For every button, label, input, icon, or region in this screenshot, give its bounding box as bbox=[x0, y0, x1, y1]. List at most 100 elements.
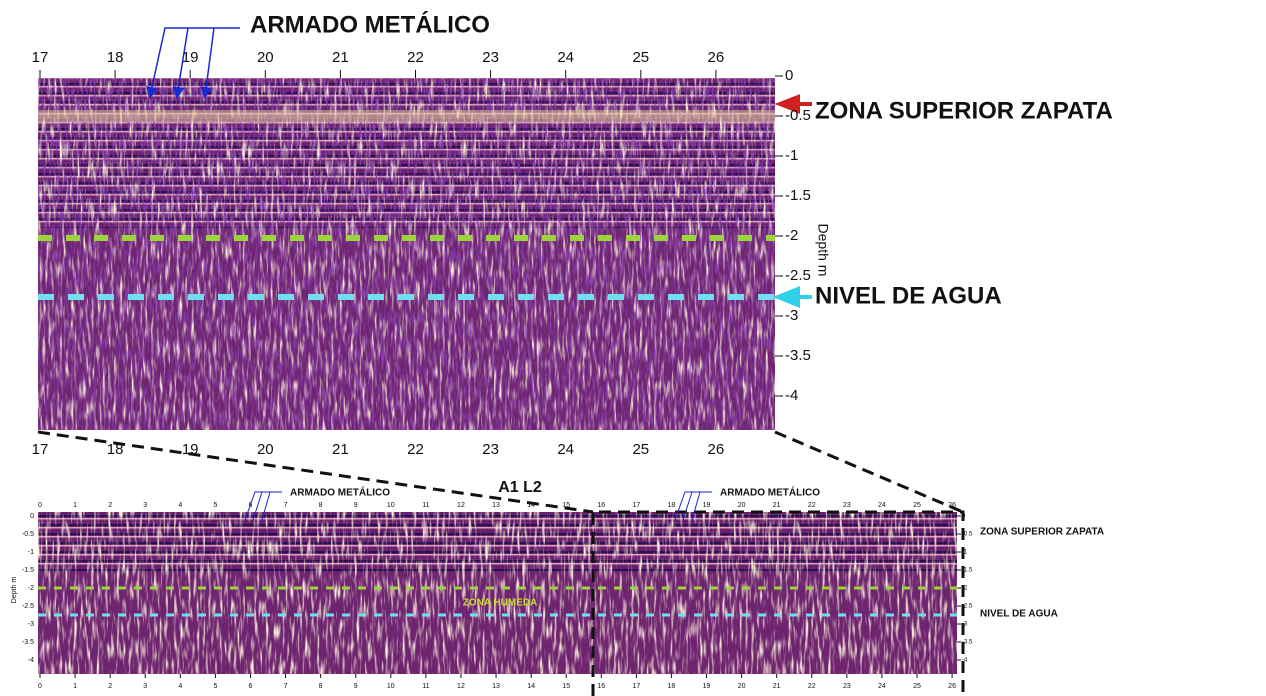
annotation: ARMADO METÁLICO bbox=[290, 486, 390, 499]
axis-label: Depth m bbox=[815, 224, 831, 277]
x-tick-label: 7 bbox=[284, 683, 288, 690]
x-tick-label: 26 bbox=[708, 441, 725, 458]
x-tick-label: 23 bbox=[843, 683, 851, 690]
x-tick-label: 3 bbox=[143, 683, 147, 690]
y-tick-label: -0.5 bbox=[785, 107, 811, 124]
y-tick-label: -2.5 bbox=[22, 603, 34, 610]
y-tick-label: -1.5 bbox=[22, 567, 34, 574]
y-tick-label: 0 bbox=[785, 67, 793, 84]
axis-label: Depth m bbox=[11, 577, 18, 604]
x-tick-label: 26 bbox=[948, 502, 956, 509]
y-tick-label: -3 bbox=[28, 621, 34, 628]
x-tick-label: 26 bbox=[948, 683, 956, 690]
x-tick-label: 18 bbox=[668, 502, 676, 509]
x-tick-label: 14 bbox=[527, 683, 535, 690]
annotation: NIVEL DE AGUA bbox=[815, 282, 1002, 309]
red-arrow bbox=[774, 94, 812, 114]
x-tick-label: 9 bbox=[354, 502, 358, 509]
y-tick-label: -0.5 bbox=[22, 531, 34, 538]
x-tick-label: 21 bbox=[773, 683, 781, 690]
y-tick-label: -2 bbox=[962, 586, 968, 592]
x-tick-label: 21 bbox=[332, 441, 349, 458]
x-tick-label: 16 bbox=[597, 502, 605, 509]
x-tick-label: 2 bbox=[108, 502, 112, 509]
y-tick-label: -1.5 bbox=[962, 568, 973, 574]
y-tick-label: -1.5 bbox=[785, 187, 811, 204]
y-tick-label: -4 bbox=[28, 657, 34, 664]
x-tick-label: 19 bbox=[182, 441, 199, 458]
y-tick-label: -3 bbox=[962, 622, 968, 628]
x-tick-label: 24 bbox=[557, 49, 574, 66]
bottom-radargram bbox=[38, 512, 957, 674]
x-tick-label: 26 bbox=[708, 49, 725, 66]
x-tick-label: 4 bbox=[178, 502, 182, 509]
x-tick-label: 20 bbox=[738, 502, 746, 509]
y-tick-label: -1 bbox=[785, 147, 798, 164]
x-tick-label: 14 bbox=[527, 502, 535, 509]
x-tick-label: 12 bbox=[457, 502, 465, 509]
y-tick-label: -3.5 bbox=[22, 639, 34, 646]
x-tick-label: 11 bbox=[422, 683, 429, 690]
x-tick-label: 19 bbox=[703, 502, 711, 509]
x-tick-label: 10 bbox=[387, 502, 395, 509]
x-tick-label: 17 bbox=[32, 441, 49, 458]
x-tick-label: 24 bbox=[557, 441, 574, 458]
annotation: NIVEL DE AGUA bbox=[980, 609, 1058, 620]
x-tick-label: 20 bbox=[257, 49, 274, 66]
annotation: ZONA HUMEDA bbox=[463, 598, 538, 609]
x-tick-label: 22 bbox=[407, 49, 424, 66]
x-tick-label: 16 bbox=[597, 683, 605, 690]
x-tick-label: 17 bbox=[632, 502, 640, 509]
x-tick-label: 12 bbox=[457, 683, 465, 690]
y-tick-label: -4 bbox=[962, 658, 968, 664]
x-tick-label: 20 bbox=[257, 441, 274, 458]
x-tick-label: 22 bbox=[808, 502, 816, 509]
x-tick-label: 11 bbox=[422, 502, 429, 509]
x-tick-label: 6 bbox=[249, 502, 253, 509]
title: A1 L2 bbox=[498, 479, 542, 496]
x-tick-label: 0 bbox=[38, 502, 42, 509]
annotation: ZONA SUPERIOR ZAPATA bbox=[815, 97, 1113, 124]
x-tick-label: 18 bbox=[668, 683, 676, 690]
x-tick-label: 15 bbox=[562, 683, 570, 690]
y-tick-label: -3.5 bbox=[785, 347, 811, 364]
x-tick-label: 23 bbox=[482, 441, 499, 458]
x-tick-label: 23 bbox=[482, 49, 499, 66]
x-tick-label: 6 bbox=[249, 683, 253, 690]
x-tick-label: 21 bbox=[773, 502, 781, 509]
x-tick-label: 17 bbox=[32, 49, 49, 66]
y-tick-label: -2 bbox=[28, 585, 34, 592]
y-tick-label: -3 bbox=[785, 307, 798, 324]
x-tick-label: 22 bbox=[808, 683, 816, 690]
x-tick-label: 10 bbox=[387, 683, 395, 690]
x-tick-label: 19 bbox=[182, 49, 199, 66]
x-tick-label: 25 bbox=[913, 683, 921, 690]
y-tick-label: 0 bbox=[962, 514, 966, 520]
zoom-guides bbox=[37, 430, 965, 696]
annotation: ZONA SUPERIOR ZAPATA bbox=[980, 527, 1104, 538]
x-tick-label: 21 bbox=[332, 49, 349, 66]
x-tick-label: 24 bbox=[878, 502, 886, 509]
x-tick-label: 3 bbox=[143, 502, 147, 509]
y-tick-label: -0.5 bbox=[962, 532, 973, 538]
y-tick-label: -2 bbox=[785, 227, 798, 244]
annotation-lines bbox=[146, 27, 712, 521]
x-tick-label: 8 bbox=[319, 502, 323, 509]
x-tick-label: 8 bbox=[319, 683, 323, 690]
x-tick-label: 7 bbox=[284, 502, 288, 509]
x-tick-label: 25 bbox=[632, 49, 649, 66]
x-tick-label: 2 bbox=[108, 683, 112, 690]
x-tick-label: 20 bbox=[738, 683, 746, 690]
x-tick-label: 1 bbox=[73, 683, 77, 690]
y-tick-label: -2.5 bbox=[962, 604, 973, 610]
x-tick-label: 18 bbox=[107, 441, 124, 458]
x-tick-label: 5 bbox=[213, 502, 217, 509]
y-tick-label: -4 bbox=[785, 387, 798, 404]
x-tick-label: 19 bbox=[703, 683, 711, 690]
x-tick-label: 4 bbox=[178, 683, 182, 690]
cyan-arrow bbox=[772, 286, 812, 308]
y-tick-label: -2.5 bbox=[785, 267, 811, 284]
x-tick-label: 15 bbox=[562, 502, 570, 509]
